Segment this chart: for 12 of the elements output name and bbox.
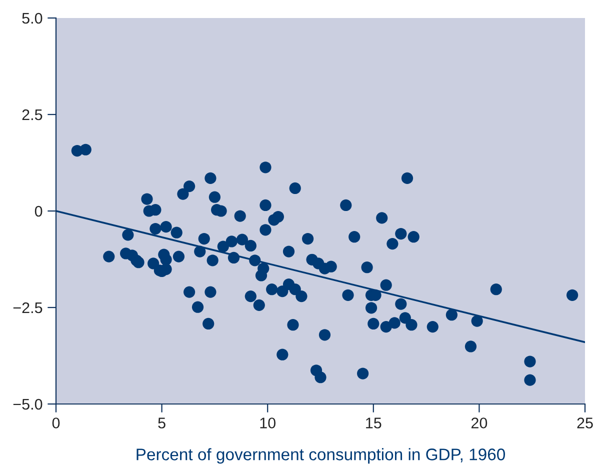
x-tick-label: 20 [471,418,488,428]
x-tick-label: 15 [366,418,382,428]
y-tick-label: 5.0 [22,12,42,24]
x-tick-label: 10 [260,418,276,428]
x-tick-label: 5 [158,418,166,428]
x-tick-label: 0 [52,418,60,428]
y-tick-label: 0 [34,206,42,217]
y-tick-label: −5.0 [13,398,42,410]
y-tick-label: 2.5 [22,109,42,120]
y-tick-label: −2.5 [13,302,42,314]
x-tick-label: 25 [577,418,593,428]
x-axis-title: Percent of government consumption in GDP, 1960 [136,448,505,464]
